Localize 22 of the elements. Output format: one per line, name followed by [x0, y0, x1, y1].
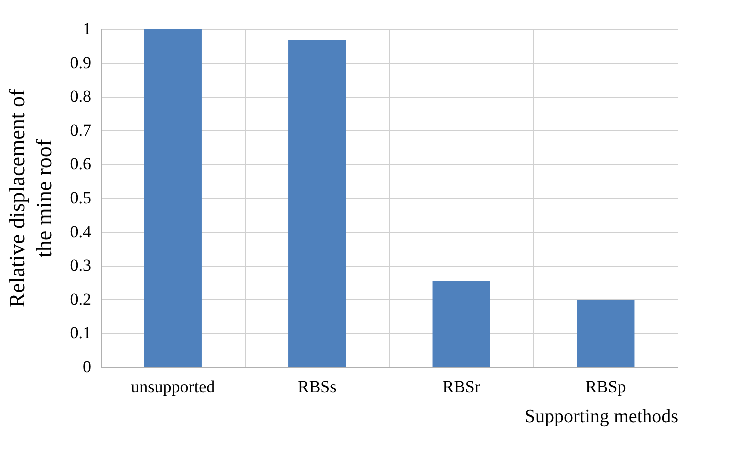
y-tick-label: 0.7 [70, 120, 92, 140]
y-tick-label: 0.5 [70, 188, 92, 208]
y-tick-label: 0.8 [70, 87, 92, 106]
y-tick-label: 0.3 [70, 256, 92, 276]
y-tick-label: 0.1 [70, 324, 92, 343]
bar [432, 281, 490, 367]
text: the mine roof [31, 139, 56, 258]
bar [577, 300, 635, 367]
bar [144, 29, 202, 367]
text: Relative displacement of [4, 89, 30, 308]
x-tick-label: RBSp [586, 378, 626, 396]
y-tick-label: 0 [83, 358, 92, 376]
y-tick-label: 0.9 [70, 53, 92, 72]
bar [288, 40, 346, 367]
y-tick-label: 0.4 [70, 222, 92, 242]
x-tick-label: unsupported [131, 378, 216, 396]
y-tick-label: 0.2 [70, 290, 92, 309]
x-tick-label: RBSr [442, 378, 481, 396]
y-tick-label: 0.6 [70, 154, 92, 174]
x-tick-label: RBSs [298, 378, 337, 396]
x-axis-title: Supporting methods [524, 406, 678, 428]
y-tick-label: 1 [83, 20, 92, 38]
